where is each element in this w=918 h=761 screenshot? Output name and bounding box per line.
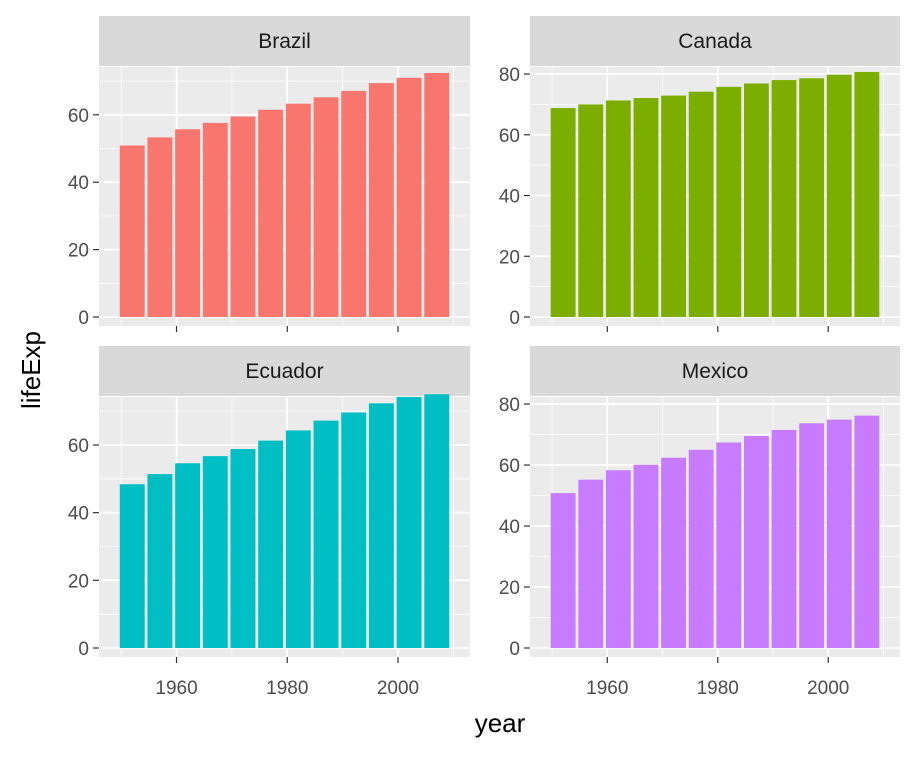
bar	[119, 145, 145, 317]
bar	[826, 419, 852, 648]
bar	[341, 412, 367, 648]
bar	[424, 394, 450, 648]
bar	[368, 403, 394, 648]
x-tick-label: 1960	[586, 678, 628, 699]
bar	[633, 464, 659, 648]
bar	[230, 116, 256, 317]
bar	[716, 86, 742, 317]
x-tick-label: 1980	[697, 678, 739, 699]
bar	[826, 74, 852, 318]
bar	[396, 77, 422, 318]
bar	[341, 90, 367, 317]
bar	[743, 83, 769, 318]
bar	[202, 122, 228, 317]
x-tick-label: 2000	[807, 678, 849, 699]
bar	[550, 493, 576, 648]
y-tick-label: 0	[509, 308, 520, 329]
y-tick-label: 40	[499, 187, 520, 208]
bar	[285, 103, 311, 317]
facet-canada: Canada 0 20 40 60 80	[499, 16, 900, 332]
bar	[202, 456, 228, 648]
y-tick-label: 60	[68, 436, 89, 457]
facet-strip	[530, 16, 900, 66]
bar	[854, 415, 880, 648]
y-tick-label: 0	[78, 308, 89, 329]
y-tick-label: 40	[68, 173, 89, 194]
facet-strip-label: Brazil	[258, 30, 311, 53]
x-tick-label: 2000	[377, 678, 419, 699]
facet-strip-label: Ecuador	[245, 360, 323, 383]
bar	[147, 137, 173, 317]
bar	[258, 109, 284, 318]
bar	[147, 474, 173, 648]
bar	[854, 71, 880, 318]
bar	[578, 104, 604, 317]
facet-strip	[99, 346, 470, 396]
bar	[799, 423, 825, 648]
bar	[258, 440, 284, 648]
bar	[578, 479, 604, 648]
bar	[799, 78, 825, 318]
bar	[313, 420, 339, 648]
facet-ecuador: Ecuador 0 20 40 60 1960 1980 2000	[68, 346, 470, 699]
x-axis-title: year	[475, 708, 526, 738]
y-tick-label: 20	[68, 241, 89, 262]
bar	[633, 98, 659, 317]
y-tick-label: 60	[499, 456, 520, 477]
facet-strip-label: Canada	[678, 30, 752, 53]
x-tick-label: 1980	[266, 678, 308, 699]
x-tick-label: 1960	[155, 678, 197, 699]
bar	[396, 396, 422, 648]
y-tick-label: 40	[499, 517, 520, 538]
bar	[771, 429, 797, 648]
bar	[285, 430, 311, 648]
bar	[313, 97, 339, 317]
bar	[175, 129, 201, 317]
y-tick-label: 0	[509, 639, 520, 660]
y-tick-label: 20	[499, 247, 520, 268]
y-tick-label: 80	[499, 395, 520, 416]
y-tick-label: 20	[68, 571, 89, 592]
bar	[716, 442, 742, 648]
bar	[771, 80, 797, 317]
y-tick-label: 80	[499, 65, 520, 86]
y-axis-title: lifeExp	[16, 331, 46, 409]
facet-strip	[99, 16, 470, 66]
facet-strip	[530, 346, 900, 396]
y-tick-label: 0	[78, 639, 89, 660]
y-tick-label: 60	[499, 126, 520, 147]
bar	[550, 108, 576, 317]
facet-brazil: Brazil 0 20 40 60	[68, 16, 470, 332]
bar	[605, 100, 631, 317]
bar	[230, 449, 256, 648]
bar	[424, 73, 450, 318]
bar	[688, 91, 714, 317]
bar	[119, 484, 145, 648]
y-tick-label: 60	[68, 106, 89, 127]
bar	[661, 95, 687, 317]
bar	[688, 449, 714, 648]
y-tick-label: 40	[68, 504, 89, 525]
facet-mexico: Mexico 0 20 40 60 80 1960 1980 2000	[499, 346, 900, 699]
bar	[175, 463, 201, 648]
facet-strip-label: Mexico	[682, 360, 749, 383]
bar	[743, 436, 769, 648]
bar	[661, 457, 687, 648]
bar	[368, 83, 394, 318]
bar	[605, 470, 631, 648]
y-tick-label: 20	[499, 578, 520, 599]
